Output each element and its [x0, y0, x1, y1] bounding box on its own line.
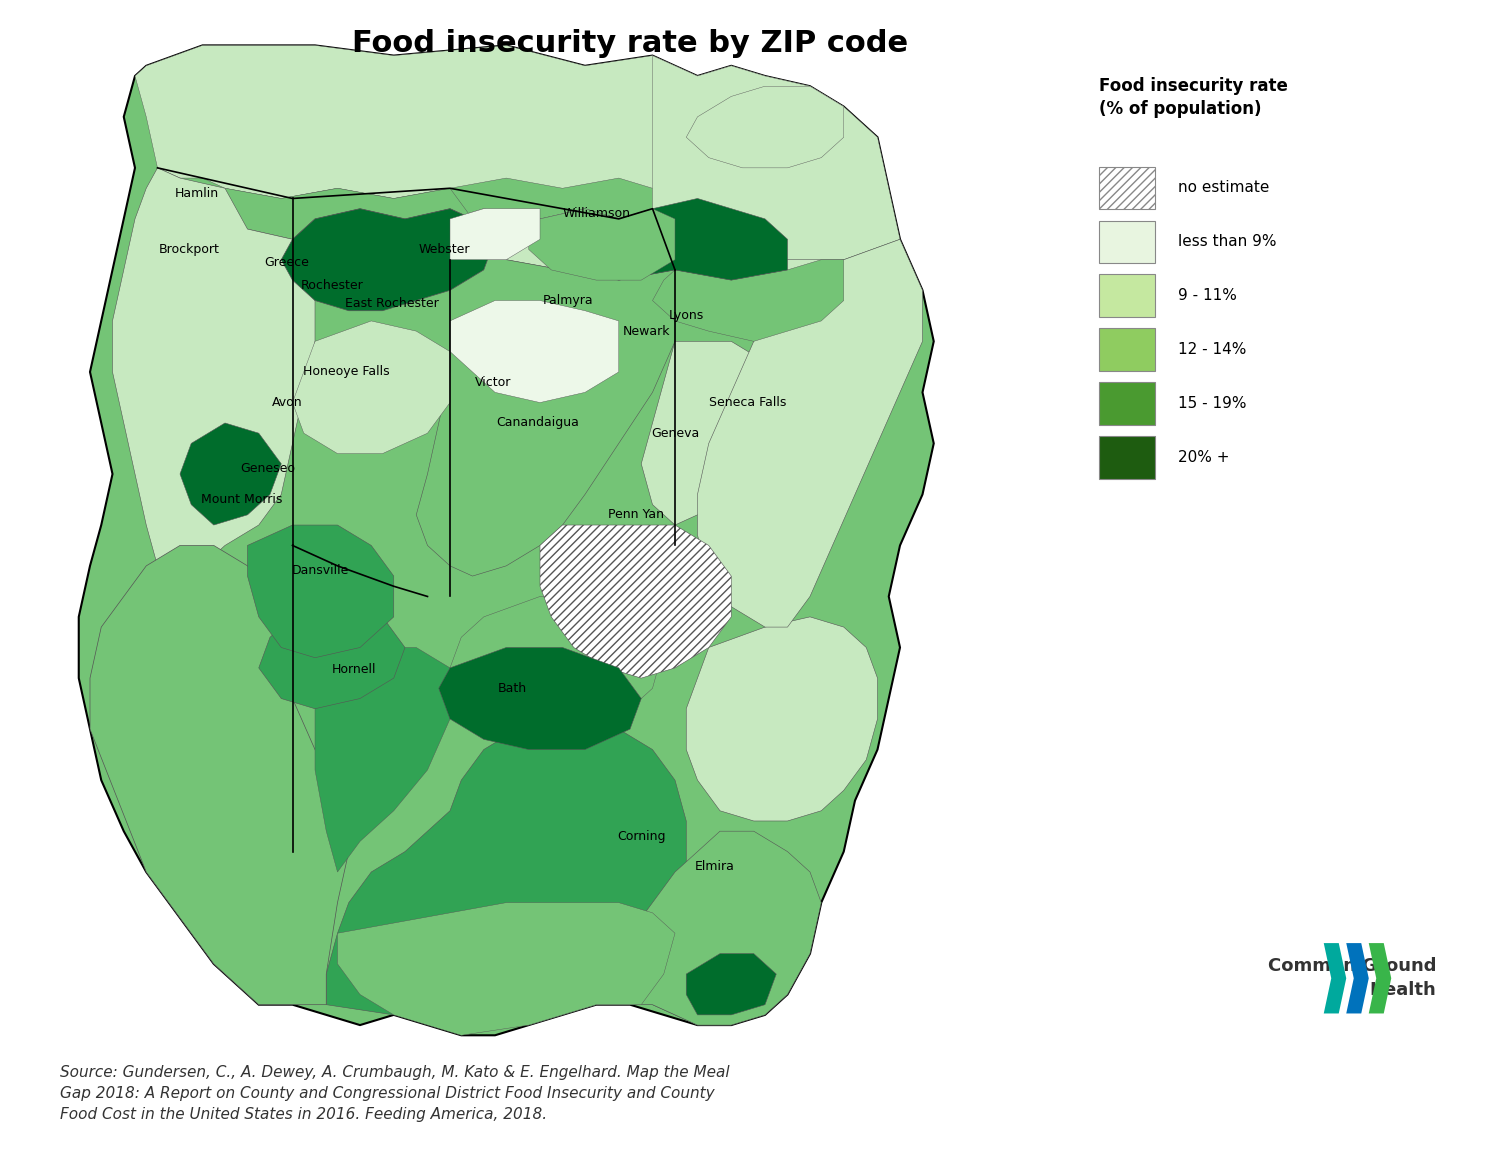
Text: Common Ground
Health: Common Ground Health: [1268, 957, 1437, 999]
Polygon shape: [540, 526, 732, 678]
Polygon shape: [686, 87, 843, 168]
Polygon shape: [1368, 943, 1392, 1013]
Text: Dansville: Dansville: [292, 564, 350, 577]
Text: Newark: Newark: [622, 325, 670, 338]
Polygon shape: [596, 198, 788, 280]
Text: Greece: Greece: [264, 256, 309, 270]
Polygon shape: [90, 545, 348, 1004]
Text: 12 - 14%: 12 - 14%: [1178, 343, 1246, 357]
Polygon shape: [528, 209, 675, 280]
Polygon shape: [450, 596, 663, 739]
Polygon shape: [282, 209, 495, 311]
Polygon shape: [180, 178, 472, 239]
Text: East Rochester: East Rochester: [345, 297, 438, 310]
Text: Geneva: Geneva: [651, 427, 699, 440]
Polygon shape: [315, 647, 450, 872]
Text: Mount Morris: Mount Morris: [201, 493, 282, 506]
Text: Honeoye Falls: Honeoye Falls: [303, 366, 390, 379]
Polygon shape: [642, 341, 788, 526]
Polygon shape: [698, 239, 922, 628]
Bar: [1098, 382, 1155, 425]
Polygon shape: [258, 606, 405, 708]
Text: Corning: Corning: [616, 829, 666, 842]
Text: 9 - 11%: 9 - 11%: [1178, 289, 1236, 303]
Polygon shape: [652, 259, 843, 341]
Polygon shape: [248, 526, 393, 658]
Polygon shape: [416, 259, 675, 576]
Polygon shape: [686, 617, 877, 821]
Polygon shape: [1323, 943, 1347, 1013]
Polygon shape: [112, 168, 315, 576]
Polygon shape: [135, 46, 843, 198]
Bar: [1098, 328, 1155, 371]
Text: Food insecurity rate
(% of population): Food insecurity rate (% of population): [1098, 77, 1287, 117]
Polygon shape: [686, 954, 777, 1015]
Text: Bath: Bath: [498, 682, 526, 694]
Polygon shape: [327, 719, 732, 1025]
Text: Victor: Victor: [474, 375, 512, 388]
Text: Seneca Falls: Seneca Falls: [710, 396, 788, 409]
Bar: [1098, 436, 1155, 479]
Text: Hamlin: Hamlin: [176, 187, 219, 199]
Bar: [1098, 221, 1155, 263]
Text: 15 - 19%: 15 - 19%: [1178, 396, 1246, 411]
Text: Food insecurity rate by ZIP code: Food insecurity rate by ZIP code: [352, 29, 908, 59]
Text: no estimate: no estimate: [1178, 181, 1269, 195]
Polygon shape: [438, 647, 642, 750]
Text: Webster: Webster: [419, 243, 470, 256]
Text: Hornell: Hornell: [332, 664, 376, 677]
Text: Penn Yan: Penn Yan: [608, 508, 663, 521]
Text: 20% +: 20% +: [1178, 450, 1228, 465]
Bar: [1098, 167, 1155, 209]
Polygon shape: [450, 55, 900, 270]
Text: Avon: Avon: [272, 396, 302, 409]
Polygon shape: [1347, 943, 1368, 1013]
Text: Brockport: Brockport: [159, 243, 219, 256]
Polygon shape: [80, 46, 933, 1036]
Text: Source: Gundersen, C., A. Dewey, A. Crumbaugh, M. Kato & E. Engelhard. Map the M: Source: Gundersen, C., A. Dewey, A. Crum…: [60, 1065, 729, 1123]
Bar: [1098, 274, 1155, 317]
Polygon shape: [450, 300, 618, 402]
Text: Geneseo: Geneseo: [240, 462, 296, 475]
Text: Canandaigua: Canandaigua: [496, 416, 579, 429]
Polygon shape: [338, 903, 675, 1036]
Text: Rochester: Rochester: [300, 279, 363, 292]
Polygon shape: [180, 423, 282, 526]
Text: less than 9%: less than 9%: [1178, 235, 1276, 249]
Text: Williamson: Williamson: [562, 208, 630, 221]
Text: Lyons: Lyons: [669, 310, 704, 323]
Polygon shape: [292, 321, 450, 454]
Text: Elmira: Elmira: [694, 861, 735, 874]
Text: Palmyra: Palmyra: [543, 294, 594, 307]
Polygon shape: [596, 832, 822, 1025]
Polygon shape: [450, 209, 540, 259]
